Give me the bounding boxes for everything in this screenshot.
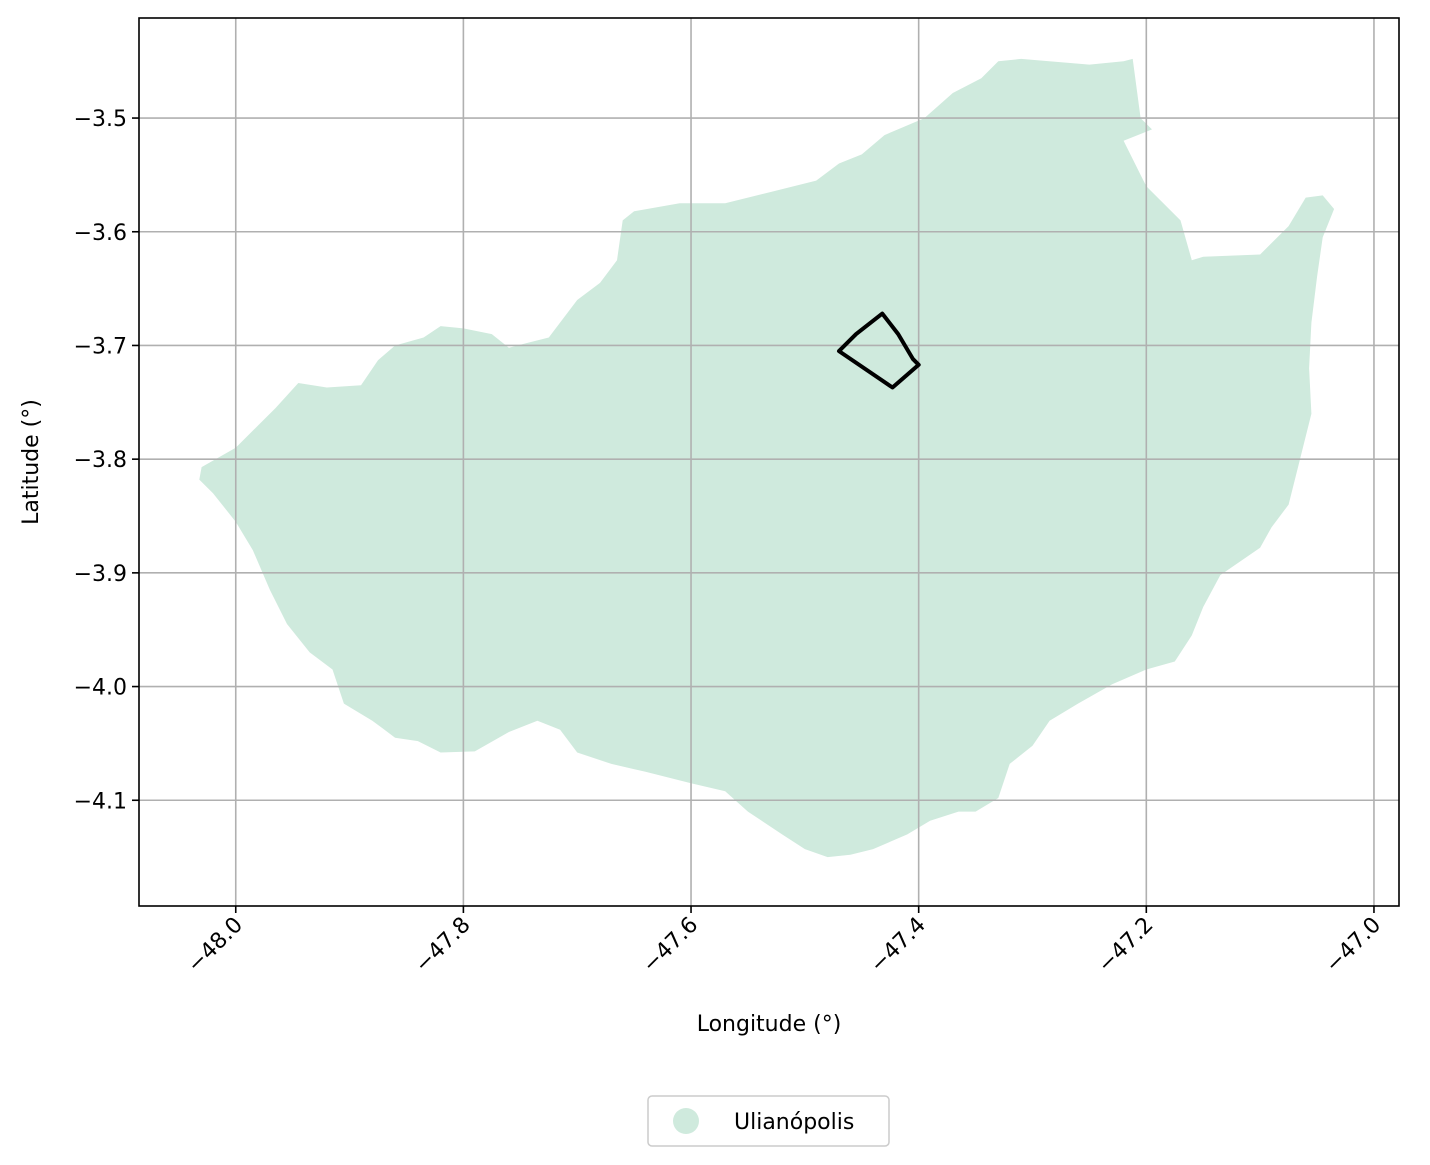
y-tick-label: −3.7 xyxy=(74,334,127,359)
boundary-outline xyxy=(837,311,921,390)
y-tick-label: −3.5 xyxy=(74,107,127,132)
y-tick-label: −3.9 xyxy=(74,562,127,587)
grid-layer xyxy=(139,18,1399,906)
region-ulianopolis xyxy=(199,58,1335,858)
region-layer xyxy=(199,58,1335,858)
feature-layer xyxy=(837,311,921,390)
y-tick-label: −3.8 xyxy=(74,448,127,473)
y-tick-label: −3.6 xyxy=(74,221,127,246)
plot-area xyxy=(138,17,1400,907)
legend-marker xyxy=(673,1108,699,1134)
legend-box xyxy=(647,1095,890,1147)
legend-label: Ulianópolis xyxy=(734,1110,854,1135)
y-tick-label: −4.0 xyxy=(74,676,127,701)
x-axis-label: Longitude (°) xyxy=(697,1012,842,1037)
y-axis-ticks: −3.5 −3.6 −3.7 −3.8 −3.9 −4.0 −4.1 xyxy=(74,107,139,814)
legend: Ulianópolis xyxy=(647,1095,890,1147)
axes-frame xyxy=(138,17,1400,907)
y-tick-label: −4.1 xyxy=(74,789,127,814)
y-axis-label: Latitude (°) xyxy=(19,399,44,525)
